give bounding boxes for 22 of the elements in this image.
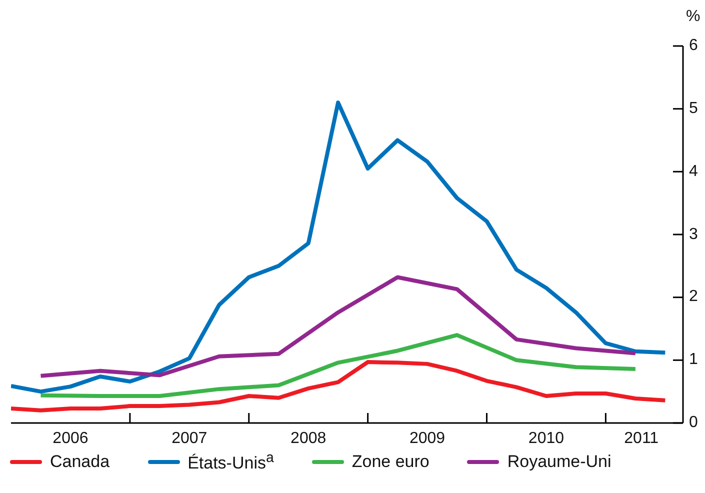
line-series [11,360,668,412]
legend-label: Royaume-Uni [507,452,612,472]
line-series [38,275,638,378]
x-tick-label: 2009 [409,430,446,447]
y-axis-title: % [686,8,700,26]
x-tick-label: 2007 [172,430,208,447]
y-tick-label: 3 [689,224,698,244]
legend-label: États-Unis$^{a}$ [188,450,274,474]
x-tick-label: 2006 [52,430,88,447]
y-tick-label: 5 [689,98,698,119]
x-tick-label: 2011 [624,430,659,447]
y-tick-label: 6 [689,36,698,56]
y-tick-label: 2 [689,287,698,308]
y-tick-label: 0 [689,413,698,433]
x-tick-label: 2010 [528,430,564,447]
line-series [38,333,638,398]
y-tick-label: 4 [689,162,698,182]
line-series [11,100,668,394]
y-tick-label: 1 [689,350,698,370]
legend-label: Canada [50,452,110,472]
legend-label: Zone euro [352,452,430,472]
x-tick-label: 2008 [290,430,326,447]
